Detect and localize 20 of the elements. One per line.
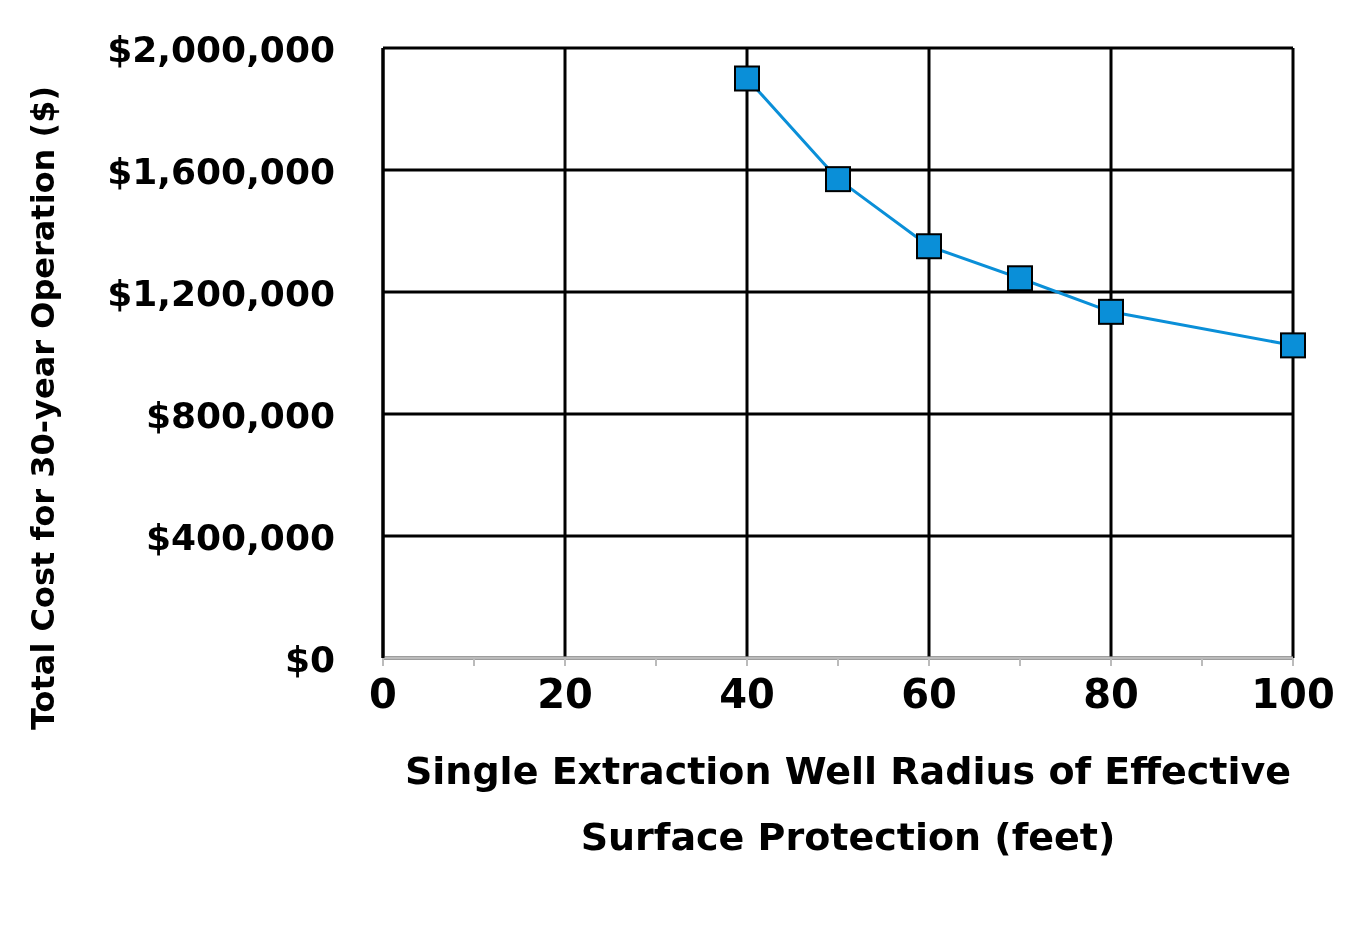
y-tick-label: $400,000 (145, 517, 335, 558)
point (734, 65, 760, 92)
x-tick-label: 20 (537, 671, 593, 717)
x-tick-label: 60 (901, 671, 957, 717)
y-tick-label: $0 (284, 639, 335, 680)
point (1280, 332, 1306, 359)
x-tick-label: 0 (369, 671, 397, 717)
point (1007, 265, 1033, 292)
point (1098, 298, 1124, 325)
y-axis-title: Total Cost for 30-year Operation ($) (24, 85, 62, 731)
point (916, 233, 942, 260)
x-tick-label: 100 (1251, 671, 1335, 717)
point (825, 166, 851, 193)
y-tick-label: $1,600,000 (107, 151, 335, 192)
x-tick-label: 40 (719, 671, 775, 717)
y-tick-label: $2,000,000 (107, 29, 335, 70)
y-tick-label: $1,200,000 (107, 273, 335, 314)
x-axis-title: Single Extraction Well Radius of Effective Surface Protection (feet) (403, 748, 1293, 861)
y-tick-label: $800,000 (145, 395, 335, 436)
x-tick-label: 80 (1083, 671, 1139, 717)
